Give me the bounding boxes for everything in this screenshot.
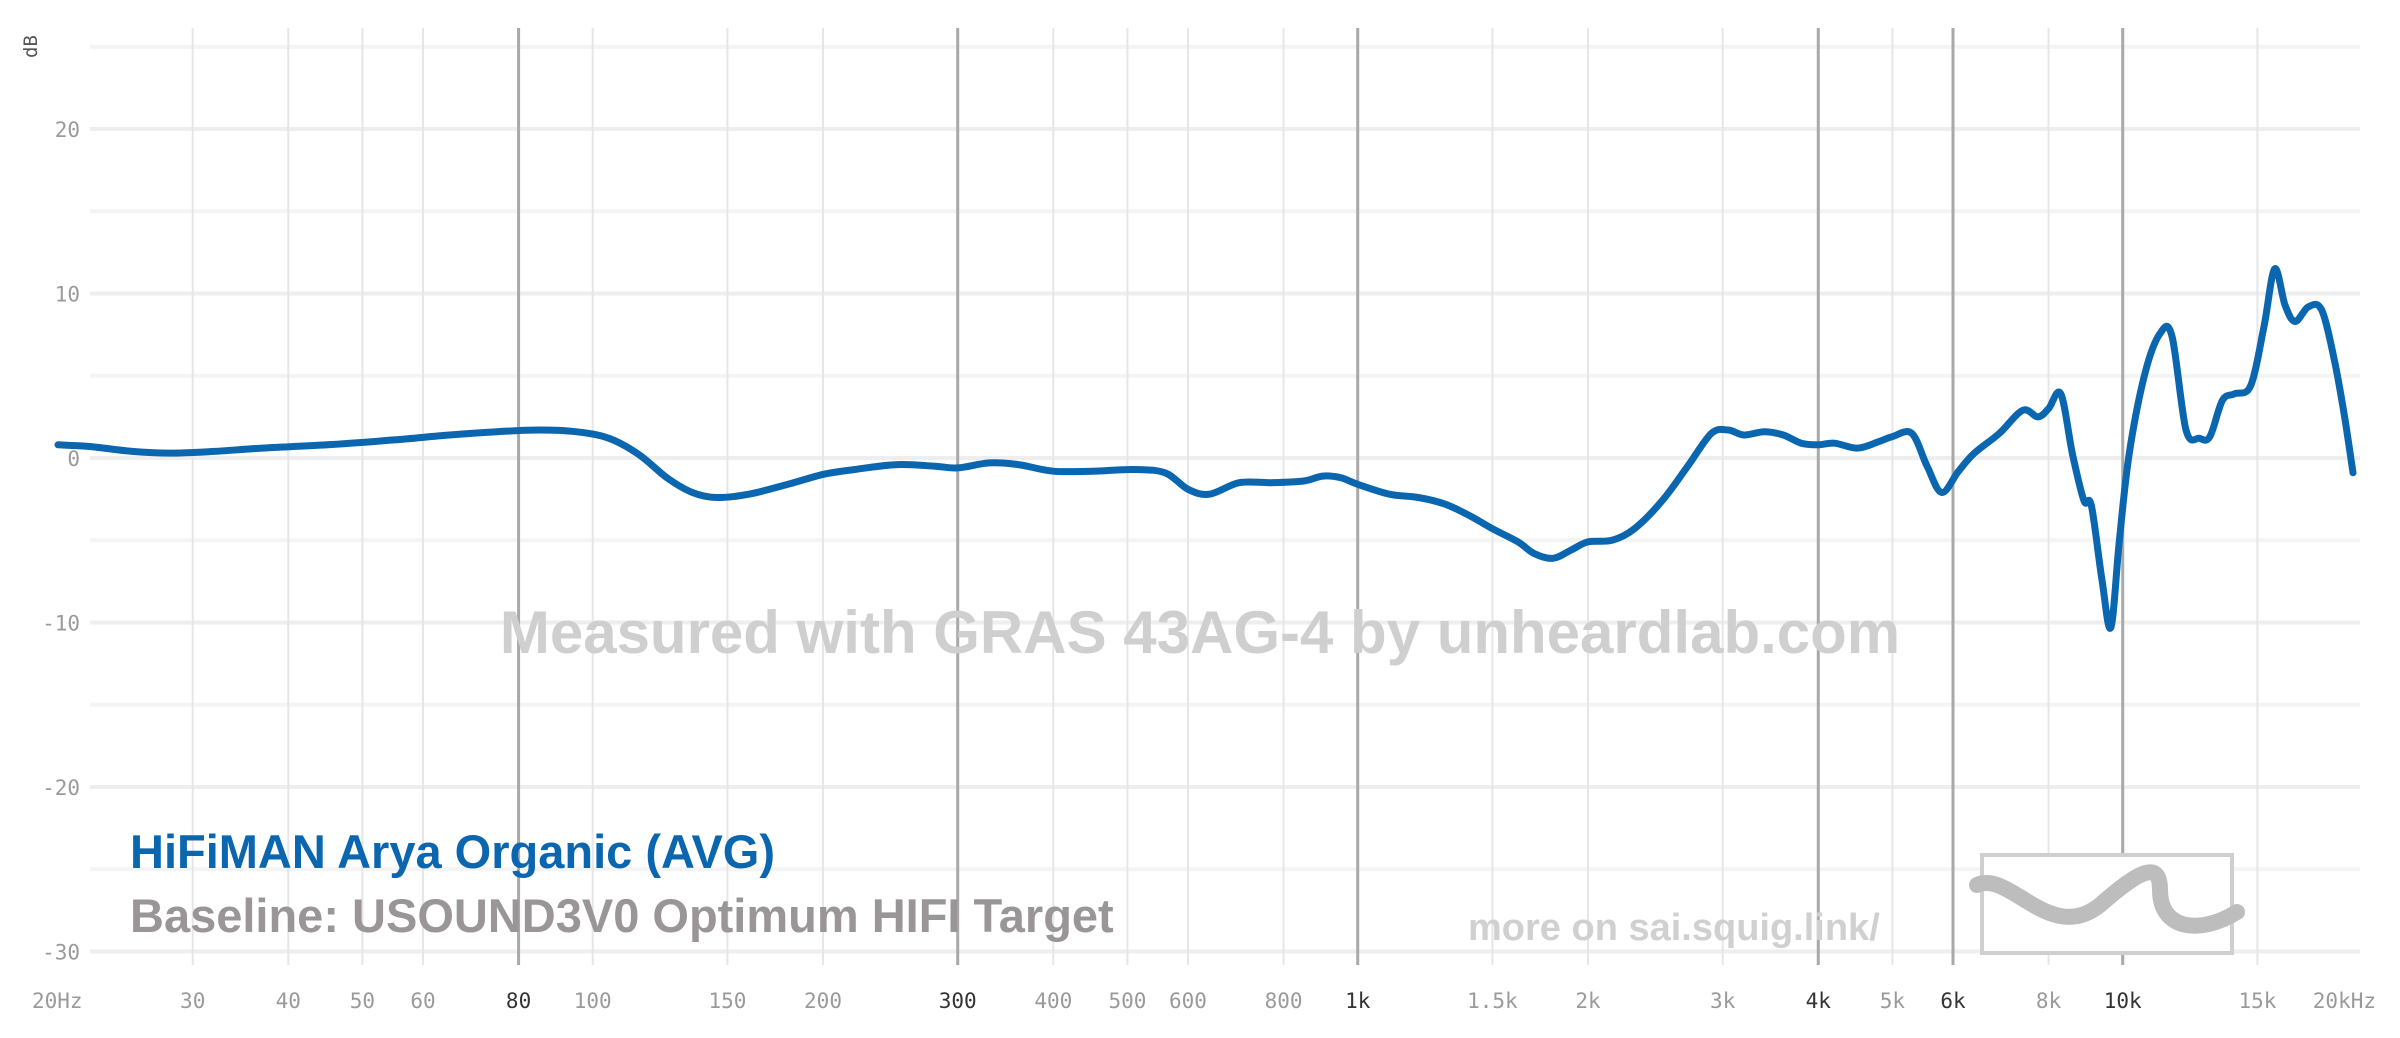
y-tick-label: -10 (42, 612, 80, 636)
y-tick-label: 20 (55, 118, 80, 142)
x-tick-label: 800 (1265, 989, 1303, 1013)
x-tick-label: 5k (1880, 989, 1906, 1013)
x-tick-label: 20Hz (32, 989, 83, 1013)
x-tick-label: 1.5k (1467, 989, 1518, 1013)
x-tick-label: 8k (2036, 989, 2062, 1013)
x-tick-label: 2k (1575, 989, 1601, 1013)
watermark-text: Measured with GRAS 43AG-4 by unheardlab.… (500, 599, 1900, 666)
x-tick-label: 200 (804, 989, 842, 1013)
y-tick-label: 0 (67, 447, 80, 471)
x-tick-label: 100 (574, 989, 612, 1013)
x-tick-label: 80 (506, 989, 531, 1013)
x-tick-label: 40 (276, 989, 301, 1013)
series-layer (54, 265, 2357, 632)
x-tick-label: 500 (1108, 989, 1146, 1013)
x-tick-labels: 20Hz 30 40 50 60 80 100 150 200 300 400 500 600 800 1k… (32, 989, 2376, 1013)
y-tick-labels: 20 10 0 -10 -20 -30 (42, 118, 80, 965)
x-tick-label: 15k (2238, 989, 2276, 1013)
x-tick-label: 150 (708, 989, 746, 1013)
x-tick-label: 400 (1034, 989, 1072, 1013)
x-tick-label: 4k (1806, 989, 1832, 1013)
x-tick-label: 3k (1710, 989, 1736, 1013)
x-gridlines (191, 28, 2259, 965)
squiggle-logo-icon (1969, 853, 2245, 955)
legend-baseline: Baseline: USOUND3V0 Optimum HIFI Target (130, 889, 1114, 942)
x-tick-label: 600 (1169, 989, 1207, 1013)
x-tick-label: 10k (2104, 989, 2142, 1013)
y-tick-label: -20 (42, 776, 80, 800)
y-tick-label: -30 (42, 941, 80, 965)
x-tick-label: 50 (350, 989, 375, 1013)
y-tick-label: 10 (55, 283, 80, 307)
x-tick-label: 300 (939, 989, 977, 1013)
x-tick-label: 30 (180, 989, 205, 1013)
y-gridlines (90, 44, 2360, 954)
series-line (54, 265, 2357, 632)
x-tick-label: 20kHz (2313, 989, 2376, 1013)
x-tick-label: 60 (410, 989, 435, 1013)
y-axis-label: dB (20, 35, 42, 58)
legend-series-name: HiFiMAN Arya Organic (AVG) (130, 825, 775, 878)
more-link[interactable]: more on sai.squig.link/ (1468, 907, 1880, 949)
x-tick-label: 1k (1345, 989, 1371, 1013)
x-tick-label: 6k (1940, 989, 1966, 1013)
